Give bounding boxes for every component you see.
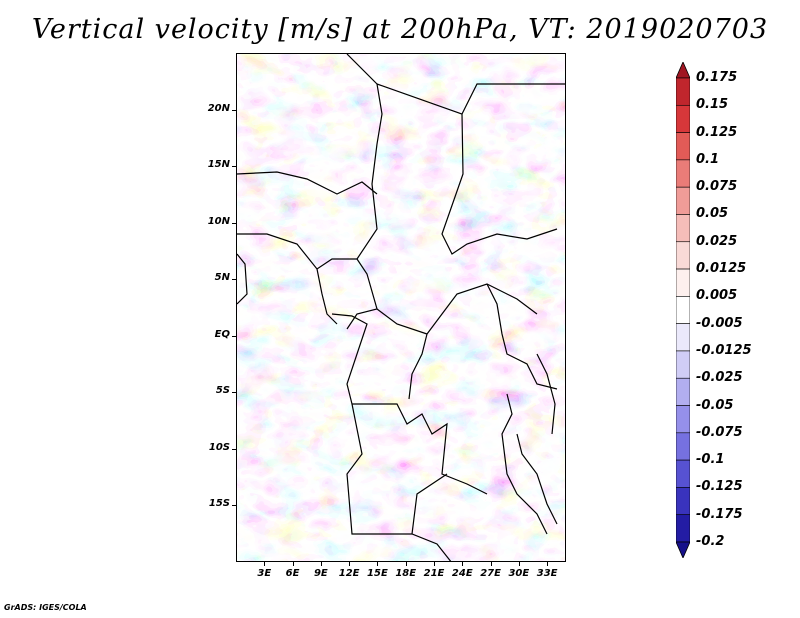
colorbar-level-label: -0.0125 [696,342,752,358]
lon-tick-mark [434,562,435,566]
colorbar-level-label: 0.125 [696,124,738,140]
lat-tick-label: 15N [207,159,230,171]
colorbar-segment [676,405,690,434]
lat-tick-label: 5S [215,385,230,397]
lon-tick-label: 3E [257,568,272,579]
country-borders [237,54,565,561]
colorbar-bottom-arrow [676,541,690,558]
lat-tick-mark [232,335,236,337]
colorbar-segment [676,377,690,406]
lon-tick-mark [405,562,407,566]
lon-tick-label: 33E [536,568,558,579]
lon-tick-label: 18E [395,568,417,579]
lon-tick-label: 6E [285,568,300,579]
lat-tick-label: 20N [207,102,230,114]
colorbar-level-label: 0.075 [696,179,738,195]
lat-tick-mark [232,505,236,507]
lat-tick-mark [232,392,236,394]
colorbar-level-label: -0.175 [696,506,743,522]
lat-tick-label: EQ [214,328,230,340]
velocity-shading [237,54,565,561]
lon-tick-label: 21E [423,568,445,579]
lon-tick-mark [518,562,520,566]
lat-tick-mark [232,166,236,168]
lon-tick-label: 9E [313,568,328,579]
colorbar-segment [676,296,690,324]
lon-tick-mark [377,562,379,566]
colorbar-level-label: 0.005 [696,288,738,304]
lat-tick-label: 10S [208,441,230,453]
colorbar [676,62,690,558]
colorbar-segment [676,214,690,243]
colorbar-level-label: -0.005 [696,315,743,331]
lat-tick-mark [232,448,236,450]
lat-tick-label: 5N [214,272,230,284]
colorbar-level-label: 0.1 [696,151,720,167]
credit-text: GrADS: IGES/COLA [4,603,87,612]
colorbar-segment [676,514,690,543]
colorbar-segment [676,459,690,488]
map-panel [236,53,566,562]
colorbar-level-label: 0.025 [696,233,738,249]
lon-tick-mark [547,562,549,566]
lat-tick-label: 10N [207,215,230,227]
lat-tick-mark [232,109,236,111]
colorbar-segment [676,487,690,516]
lon-tick-label: 24E [451,568,473,579]
vertical-velocity-field [237,54,565,561]
colorbar-level-label: -0.1 [696,452,725,468]
colorbar-level-label: 0.175 [696,70,738,85]
lat-tick-mark [232,279,236,281]
lon-tick-mark [264,562,266,566]
lon-tick-mark [490,562,492,566]
colorbar-level-label: -0.2 [696,534,725,549]
colorbar-level-label: 0.0125 [696,261,747,277]
colorbar-segment [676,104,690,133]
lon-tick-mark [349,562,351,566]
colorbar-level-label: -0.125 [696,479,743,495]
colorbar-top-arrow [676,62,690,79]
colorbar-level-label: -0.025 [696,370,743,386]
colorbar-segment [676,186,690,215]
colorbar-segment [676,159,690,188]
colorbar-segment [676,432,690,461]
colorbar-level-label: 0.05 [696,206,729,222]
lon-tick-label: 15E [367,568,388,579]
lon-tick-mark [462,562,464,566]
lon-tick-label: 27E [480,568,501,579]
chart-title: Vertical velocity [m/s] at 200hPa, VT: 2… [31,14,769,45]
colorbar-segment [676,77,690,106]
lon-tick-mark [320,562,322,566]
lon-tick-label: 30E [508,568,530,579]
lat-tick-label: 15S [208,498,230,510]
colorbar-level-label: -0.075 [696,424,743,440]
colorbar-segment [676,132,690,161]
lon-tick-label: 12E [338,568,360,579]
colorbar-segment [676,268,690,297]
colorbar-segment [676,350,690,379]
lon-tick-mark [292,562,294,566]
colorbar-segment [676,241,690,270]
lat-tick-mark [232,222,236,224]
colorbar-level-label: -0.05 [696,397,734,413]
colorbar-segment [676,323,690,352]
colorbar-level-label: 0.15 [696,97,729,113]
